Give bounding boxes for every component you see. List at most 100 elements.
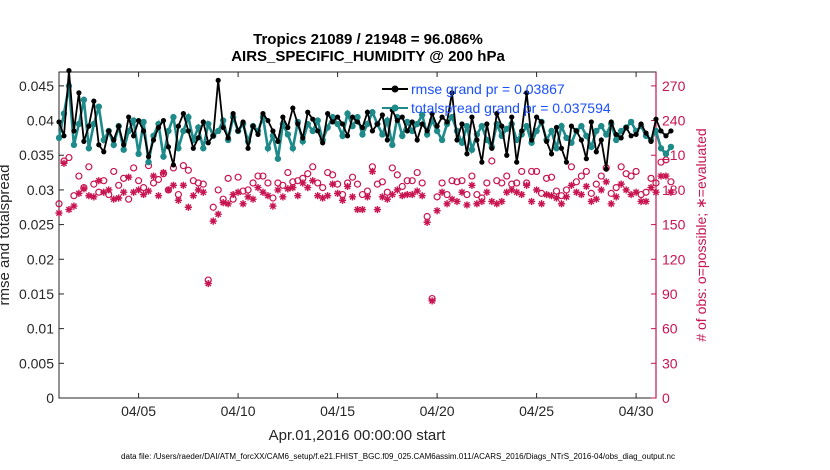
obs-possible-point <box>592 180 600 188</box>
rmse-point <box>598 137 604 143</box>
rmse-point <box>300 135 306 141</box>
totalspread-point <box>593 127 600 135</box>
totalspread-point <box>75 120 83 128</box>
rmse-point <box>210 133 216 139</box>
obs-evaluated-point <box>508 186 516 194</box>
rmse-point <box>593 149 599 155</box>
obs-evaluated-point <box>304 184 312 192</box>
obs-possible-point <box>458 177 466 185</box>
obs-evaluated-point <box>537 200 546 208</box>
obs-evaluated-point <box>493 200 501 208</box>
rmse-point <box>374 121 380 127</box>
obs-evaluated-point <box>338 196 347 204</box>
obs-possible-point <box>398 182 406 191</box>
rmse-point <box>538 119 545 125</box>
rmse-point <box>275 138 281 144</box>
totalspread-point <box>264 145 272 152</box>
obs-possible-point <box>184 166 192 174</box>
rmse-point <box>578 137 584 143</box>
obs-evaluated-point <box>154 192 163 200</box>
y-tick-label: 0 <box>46 390 54 406</box>
obs-possible-point <box>194 179 202 187</box>
rmse-point <box>91 98 97 104</box>
y-tick-label: 0.015 <box>19 286 54 302</box>
obs-possible-point <box>224 174 232 182</box>
obs-evaluated-point <box>309 177 317 185</box>
obs-evaluated-point <box>478 197 486 206</box>
rmse-point <box>245 145 251 151</box>
rmse-point <box>325 111 331 117</box>
rmse-point <box>444 119 450 125</box>
totalspread-point <box>384 117 391 124</box>
rmse-point <box>489 145 495 151</box>
obs-possible-point <box>279 181 287 189</box>
obs-possible-point <box>552 187 561 195</box>
totalspread-point <box>145 158 152 166</box>
obs-evaluated-point <box>587 197 595 206</box>
obs-possible-point <box>632 167 640 176</box>
obs-evaluated-point <box>194 186 202 194</box>
obs-evaluated-point <box>468 181 476 189</box>
obs-evaluated-point <box>259 188 267 196</box>
obs-possible-point <box>468 172 476 180</box>
obs-possible-point <box>503 172 511 180</box>
obs-evaluated-point <box>254 184 262 192</box>
rmse-point <box>131 133 137 139</box>
x-axis-label: Apr.01,2016 00:00:00 start <box>269 427 447 444</box>
obs-evaluated-point <box>622 186 630 194</box>
obs-evaluated-point <box>383 195 391 203</box>
rmse-point <box>349 114 356 120</box>
obs-evaluated-point <box>547 192 556 200</box>
obs-evaluated-point <box>120 188 128 196</box>
obs-possible-point <box>75 172 83 180</box>
obs-possible-point <box>149 179 158 187</box>
obs-evaluated-point <box>632 188 640 196</box>
obs-possible-point <box>607 189 615 197</box>
obs-possible-point <box>577 172 585 180</box>
obs-possible-point <box>304 170 312 178</box>
totalspread-point <box>598 122 605 130</box>
totalspread-point <box>274 155 282 162</box>
obs-possible-point <box>264 179 272 187</box>
rmse-point <box>96 142 102 148</box>
obs-evaluated-point <box>343 182 352 191</box>
x-tick-label: 04/05 <box>121 403 156 419</box>
rmse-point <box>558 145 565 151</box>
obs-possible-point <box>309 163 317 171</box>
y-right-tick-label: 150 <box>662 217 686 233</box>
obs-evaluated-point <box>164 186 173 194</box>
obs-possible-point <box>254 172 262 180</box>
obs-possible-point <box>388 164 396 172</box>
rmse-point <box>404 128 410 134</box>
obs-possible-point <box>209 203 217 211</box>
x-tick-label: 04/30 <box>619 403 654 419</box>
rmse-point <box>424 128 430 134</box>
obs-evaluated-point <box>528 197 536 206</box>
chart-title-line2: AIRS_SPECIFIC_HUMIDITY @ 200 hPa <box>231 48 505 65</box>
rmse-point <box>369 128 376 134</box>
totalspread-point <box>110 141 117 149</box>
obs-possible-point <box>547 173 556 181</box>
rmse-point <box>379 112 385 118</box>
obs-possible-point <box>408 177 416 185</box>
rmse-point <box>548 151 555 157</box>
rmse-point <box>479 159 485 165</box>
rmse-point <box>419 121 425 127</box>
obs-evaluated-point <box>637 197 645 206</box>
y-tick-label: 0.035 <box>19 147 54 163</box>
obs-evaluated-point <box>269 202 277 210</box>
totalspread-point <box>120 146 127 153</box>
rmse-point <box>71 128 77 134</box>
rmse-point <box>220 124 226 131</box>
obs-evaluated-point <box>184 203 192 211</box>
y-tick-label: 0.045 <box>19 78 54 94</box>
rmse-point <box>255 131 261 138</box>
totalspread-point <box>55 134 63 142</box>
obs-evaluated-point <box>95 177 103 185</box>
rmse-point <box>399 114 405 120</box>
obs-possible-point <box>587 189 595 197</box>
obs-evaluated-point <box>627 190 635 199</box>
totalspread-point <box>339 132 346 140</box>
obs-evaluated-point <box>398 192 406 200</box>
